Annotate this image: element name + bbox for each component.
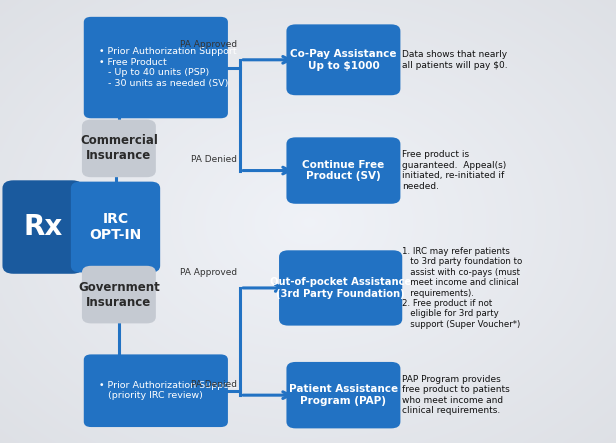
FancyBboxPatch shape	[286, 137, 400, 204]
Text: PA Denied: PA Denied	[191, 155, 237, 164]
Text: Free product is
guaranteed.  Appeal(s)
initiated, re-initiated if
needed.: Free product is guaranteed. Appeal(s) in…	[402, 151, 506, 190]
Text: PA Approved: PA Approved	[180, 40, 237, 49]
Text: PA Approved: PA Approved	[180, 268, 237, 277]
FancyBboxPatch shape	[84, 354, 228, 427]
Text: Commercial
Insurance: Commercial Insurance	[80, 134, 158, 163]
FancyBboxPatch shape	[286, 362, 400, 428]
FancyBboxPatch shape	[84, 17, 228, 118]
Text: Co-Pay Assistance
Up to $1000: Co-Pay Assistance Up to $1000	[290, 49, 397, 70]
Text: 1. IRC may refer patients
   to 3rd party foundation to
   assist with co-pays (: 1. IRC may refer patients to 3rd party f…	[402, 247, 522, 329]
FancyBboxPatch shape	[2, 180, 83, 274]
Text: Continue Free
Product (SV): Continue Free Product (SV)	[302, 160, 384, 181]
FancyBboxPatch shape	[82, 120, 156, 177]
FancyBboxPatch shape	[82, 266, 156, 323]
Text: Government
Insurance: Government Insurance	[78, 280, 160, 309]
Text: PAP Program provides
free product to patients
who meet income and
clinical requi: PAP Program provides free product to pat…	[402, 375, 510, 415]
Text: • Prior Authorization Support
   (priority IRC review): • Prior Authorization Support (priority …	[99, 381, 236, 400]
Text: IRC
OPT-IN: IRC OPT-IN	[89, 212, 142, 242]
FancyBboxPatch shape	[71, 182, 160, 272]
FancyBboxPatch shape	[286, 24, 400, 95]
Text: Data shows that nearly
all patients will pay $0.: Data shows that nearly all patients will…	[402, 50, 508, 70]
Text: PA Denied: PA Denied	[191, 380, 237, 389]
Text: Patient Assistance
Program (PAP): Patient Assistance Program (PAP)	[289, 385, 398, 406]
Text: • Prior Authorization Support
• Free Product
   - Up to 40 units (PSP)
   - 30 u: • Prior Authorization Support • Free Pro…	[99, 47, 236, 88]
Text: Rx: Rx	[23, 213, 62, 241]
FancyBboxPatch shape	[279, 250, 402, 326]
Text: Out-of-pocket Assistance
(3rd Party Foundation): Out-of-pocket Assistance (3rd Party Foun…	[270, 277, 411, 299]
